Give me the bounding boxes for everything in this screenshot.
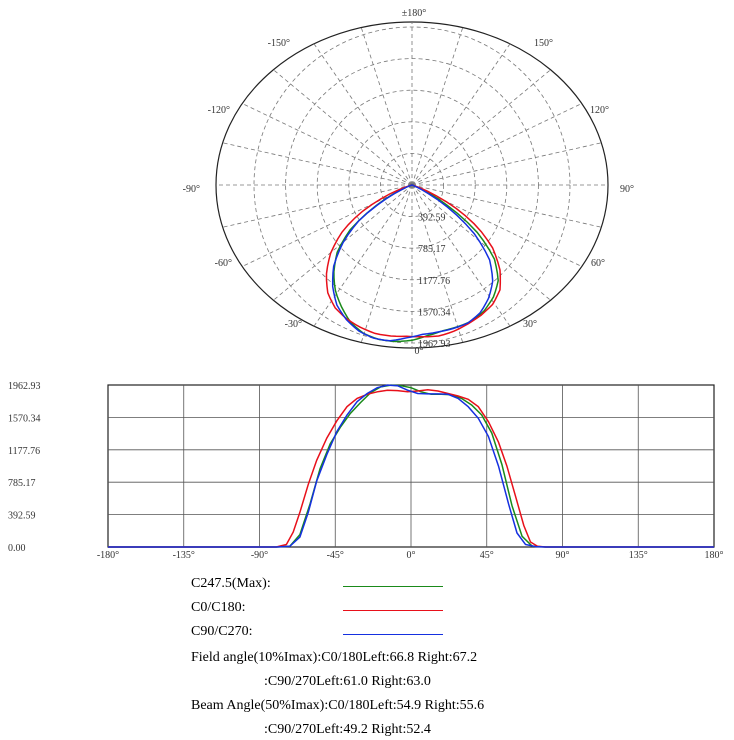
polar-radial-label: 1570.34 [418,307,451,318]
polar-angle-label: 150° [534,38,553,49]
legend-swatch-c90-c270 [343,634,443,635]
linear-x-tick-label: -135° [173,550,195,561]
linear-y-tick-label: 1177.76 [8,446,40,457]
polar-series-curve [331,184,494,342]
polar-grid-spoke [273,69,413,186]
polar-grid-spoke [313,43,413,186]
polar-angle-label: -90° [183,184,200,195]
legend-label-c90-c270: C90/C270: [191,624,253,639]
polar-grid-spoke [273,184,413,301]
linear-plot: -180° -135° -90° -45° 0° 45° 90° 135° 180° 0.00 39… [8,381,724,561]
polar-radial-label: 392.59 [418,213,446,224]
legend-label-c247: C247.5(Max): [191,576,271,591]
polar-grid-spoke [411,142,602,186]
polar-plot: ±180° 150° 120° 90° 60° 30° 0° -30° -60° -90° -120… [183,8,634,357]
polar-angle-label: 120° [590,105,609,116]
polar-grid-spoke [411,103,582,186]
legend-swatch-c247 [343,586,443,587]
beam-angle-line-1: Beam Angle(50%Imax):C0/180Left:54.9 Righ… [191,698,485,713]
polar-angle-label: -150° [268,38,290,49]
polar-grid-spoke [411,27,464,186]
linear-y-tick-label: 0.00 [8,543,26,554]
polar-radial-label: 785.17 [418,244,446,255]
polar-radial-label: 1962.93 [418,339,451,350]
polar-angle-label: 90° [620,184,634,195]
polar-series-curve [333,184,499,343]
linear-x-tick-label: 0° [407,550,416,561]
linear-x-tick-label: 90° [556,550,570,561]
polar-series-curve [325,184,502,338]
linear-y-tick-label: 1570.34 [8,413,41,424]
legend-label-c0-c180: C0/C180: [191,600,246,615]
linear-x-tick-label: 45° [480,550,494,561]
polar-grid-spoke [242,184,413,267]
linear-x-tick-label: -90° [251,550,268,561]
linear-y-tick-label: 392.59 [8,511,36,522]
polar-angle-label: 30° [523,319,537,330]
polar-grid-spoke [411,184,602,228]
polar-grid-spoke [411,43,511,186]
polar-grid-spoke [411,69,551,186]
linear-x-tick-label: -180° [97,550,119,561]
polar-grid-spoke [222,184,413,228]
beam-angle-line-2: :C90/270Left:49.2 Right:52.4 [264,722,431,737]
polar-angle-label: ±180° [402,8,427,19]
polar-angle-label: -120° [208,105,230,116]
polar-radial-label: 1177.76 [418,276,450,287]
polar-grid-spoke [242,103,413,186]
legend-swatch-c0-c180 [343,610,443,611]
linear-x-tick-label: -45° [327,550,344,561]
linear-y-tick-label: 1962.93 [8,381,41,392]
polar-angle-label: -60° [215,258,232,269]
linear-y-tick-label: 785.17 [8,478,36,489]
polar-grid-spoke [360,27,413,186]
linear-series-line [108,384,714,548]
linear-x-tick-label: 180° [705,550,724,561]
polar-grid-spoke [313,184,413,327]
field-angle-line-1: Field angle(10%Imax):C0/180Left:66.8 Rig… [191,650,478,665]
polar-angle-label: -30° [285,319,302,330]
polar-angle-label: 0° [415,346,424,357]
polar-grid-spoke [222,142,413,186]
linear-x-tick-label: 135° [629,550,648,561]
field-angle-line-2: :C90/270Left:61.0 Right:63.0 [264,674,431,689]
polar-grid-spoke [411,184,551,301]
polar-grid-spoke [360,184,413,343]
polar-angle-label: 60° [591,258,605,269]
